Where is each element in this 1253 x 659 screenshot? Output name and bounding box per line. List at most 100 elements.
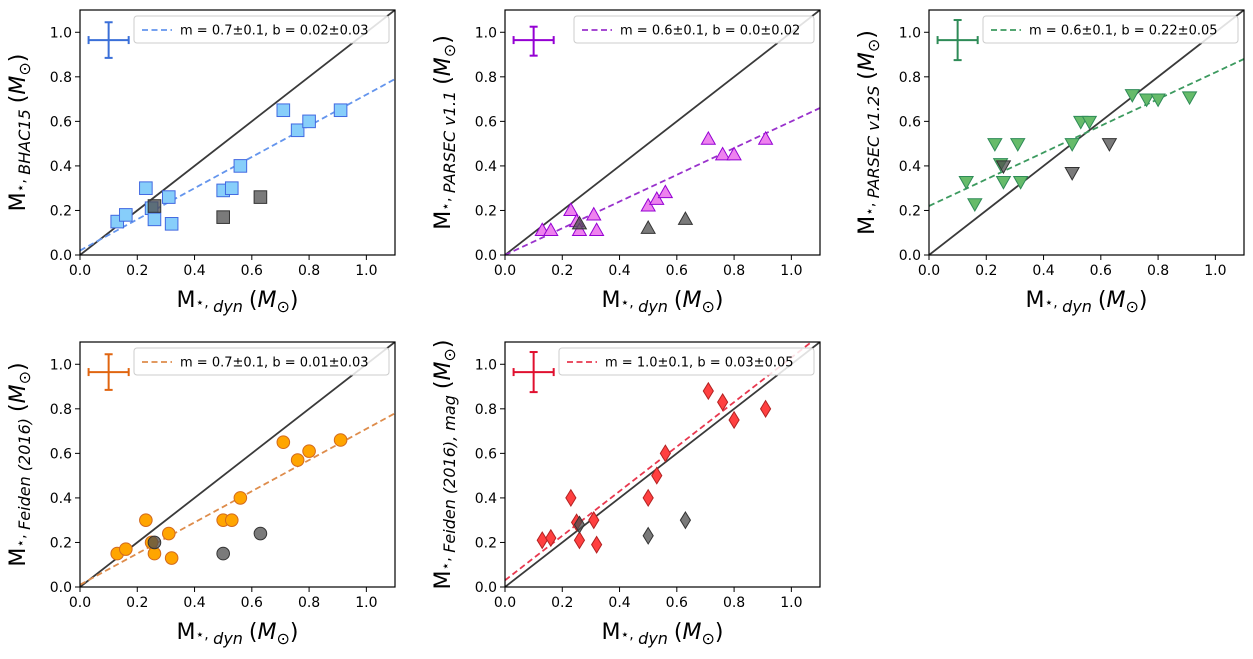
y-tick-label: 1.0 — [475, 357, 497, 373]
legend-label: m = 0.7±0.1, b = 0.01±0.03 — [180, 356, 369, 371]
data-point — [729, 412, 739, 428]
panel-parsec-v1-1: 0.00.00.20.20.40.40.60.60.80.81.01.0 m = … — [431, 10, 820, 316]
y-axis-title: M⋆, Feiden (2016)(M⊙) — [6, 362, 34, 566]
error-bar-sample — [938, 20, 978, 60]
grey-data-point — [680, 512, 690, 528]
error-bar-sample — [514, 27, 554, 56]
y-tick-label: 0.6 — [899, 114, 921, 130]
data-point — [165, 552, 178, 565]
x-tick-label: 0.2 — [551, 595, 573, 611]
data-point — [165, 218, 178, 231]
data-point — [1011, 139, 1025, 151]
data-point — [140, 514, 153, 527]
y-tick-label: 1.0 — [899, 25, 921, 41]
y-tick-label: 0.2 — [50, 203, 72, 219]
data-point — [291, 124, 304, 137]
x-tick-label: 0.6 — [666, 595, 688, 611]
legend: m = 0.6±0.1, b = 0.22±0.05 — [983, 16, 1238, 43]
x-tick-label: 0.8 — [298, 263, 320, 279]
x-tick-label: 0.8 — [723, 263, 745, 279]
x-tick-label: 0.4 — [608, 263, 630, 279]
y-tick-label: 0.0 — [475, 580, 497, 596]
data-point — [1151, 94, 1165, 106]
legend: m = 1.0±0.1, b = 0.03±0.05 — [559, 348, 814, 375]
y-tick-label: 0.4 — [899, 159, 921, 175]
panel-bhac15: 0.00.00.20.20.40.40.60.60.80.81.01.0 m = … — [6, 10, 395, 316]
x-tick-label: 1.0 — [780, 595, 802, 611]
data-point — [761, 401, 771, 417]
legend-label: m = 1.0±0.1, b = 0.03±0.05 — [605, 356, 794, 371]
data-point — [997, 176, 1011, 188]
x-tick-label: 0.6 — [1090, 263, 1112, 279]
grey-data-point — [217, 211, 230, 224]
y-tick-label: 0.6 — [50, 114, 72, 130]
data-point — [988, 139, 1002, 151]
grey-data-point — [643, 528, 653, 544]
x-axis-title: M⋆, dyn (M⊙) — [177, 620, 299, 648]
data-point — [759, 132, 773, 144]
data-point — [959, 176, 973, 188]
grey-data-point — [1065, 168, 1079, 180]
y-tick-label: 0.0 — [50, 248, 72, 264]
y-tick-label: 0.4 — [475, 159, 497, 175]
y-tick-label: 0.0 — [899, 248, 921, 264]
data-point — [303, 445, 316, 458]
x-tick-label: 0.6 — [241, 595, 263, 611]
data-point — [703, 383, 713, 399]
y-tick-label: 0.2 — [899, 203, 921, 219]
data-point — [1140, 94, 1154, 106]
x-axis-title: M⋆, dyn (M⊙) — [602, 288, 724, 316]
y-tick-label: 1.0 — [50, 25, 72, 41]
y-axis-title: M⋆, PARSEC v1.2S(M⊙) — [855, 30, 883, 235]
fit-line — [929, 59, 1244, 206]
grey-data-point — [641, 221, 655, 233]
data-point — [652, 467, 662, 483]
grey-data-point — [1102, 139, 1116, 151]
data-point — [162, 191, 175, 204]
y-axis-title: M⋆, Feiden (2016), mag(M⊙) — [431, 340, 459, 590]
y-tick-label: 0.4 — [475, 491, 497, 507]
x-axis-title: M⋆, dyn (M⊙) — [1026, 288, 1148, 316]
data-point — [162, 527, 175, 540]
x-tick-label: 1.0 — [1204, 263, 1226, 279]
x-tick-label: 0.8 — [1147, 263, 1169, 279]
data-point — [291, 454, 304, 467]
y-tick-label: 0.2 — [475, 203, 497, 219]
y-tick-label: 0.6 — [475, 114, 497, 130]
y-tick-label: 1.0 — [50, 357, 72, 373]
data-point — [225, 182, 238, 195]
x-tick-label: 0.2 — [975, 263, 997, 279]
data-point — [334, 434, 347, 447]
x-tick-label: 0.6 — [666, 263, 688, 279]
data-point — [277, 104, 290, 117]
legend: m = 0.7±0.1, b = 0.02±0.03 — [134, 16, 389, 43]
y-tick-label: 0.8 — [475, 70, 497, 86]
x-axis-title: M⋆, dyn (M⊙) — [177, 288, 299, 316]
data-point — [968, 199, 982, 211]
data-point — [592, 536, 602, 552]
x-tick-label: 0.2 — [551, 263, 573, 279]
y-tick-label: 0.4 — [50, 159, 72, 175]
data-point — [277, 436, 290, 449]
x-tick-label: 0.0 — [69, 263, 91, 279]
data-point — [334, 104, 347, 117]
data-point — [140, 182, 153, 195]
data-point — [658, 185, 672, 197]
data-point — [1065, 139, 1079, 151]
panel-feiden-2016: 0.00.0 0.2 0.2 0.4 0.4 0.6 0.6 0.8 0.8 1.0 1.0 m = … — [6, 342, 395, 648]
x-tick-label: 1.0 — [355, 595, 377, 611]
x-tick-label: 0.8 — [723, 595, 745, 611]
y-tick-label: 1.0 — [475, 25, 497, 41]
data-point — [234, 160, 247, 173]
x-tick-label: 0.4 — [608, 595, 630, 611]
legend: m = 0.7±0.1, b = 0.01±0.03 — [134, 348, 389, 375]
error-bar-sample — [89, 354, 129, 390]
data-point — [564, 203, 578, 215]
grey-data-point — [254, 191, 267, 204]
error-bar-sample — [89, 22, 129, 58]
x-tick-label: 1.0 — [355, 263, 377, 279]
error-bar-sample — [514, 352, 554, 392]
panel-parsec-v1-2s: 0.00.00.20.20.40.40.60.60.80.81.01.0 m = … — [855, 10, 1244, 316]
x-tick-label: 0.0 — [494, 595, 516, 611]
y-tick-label: 0.6 — [475, 446, 497, 462]
